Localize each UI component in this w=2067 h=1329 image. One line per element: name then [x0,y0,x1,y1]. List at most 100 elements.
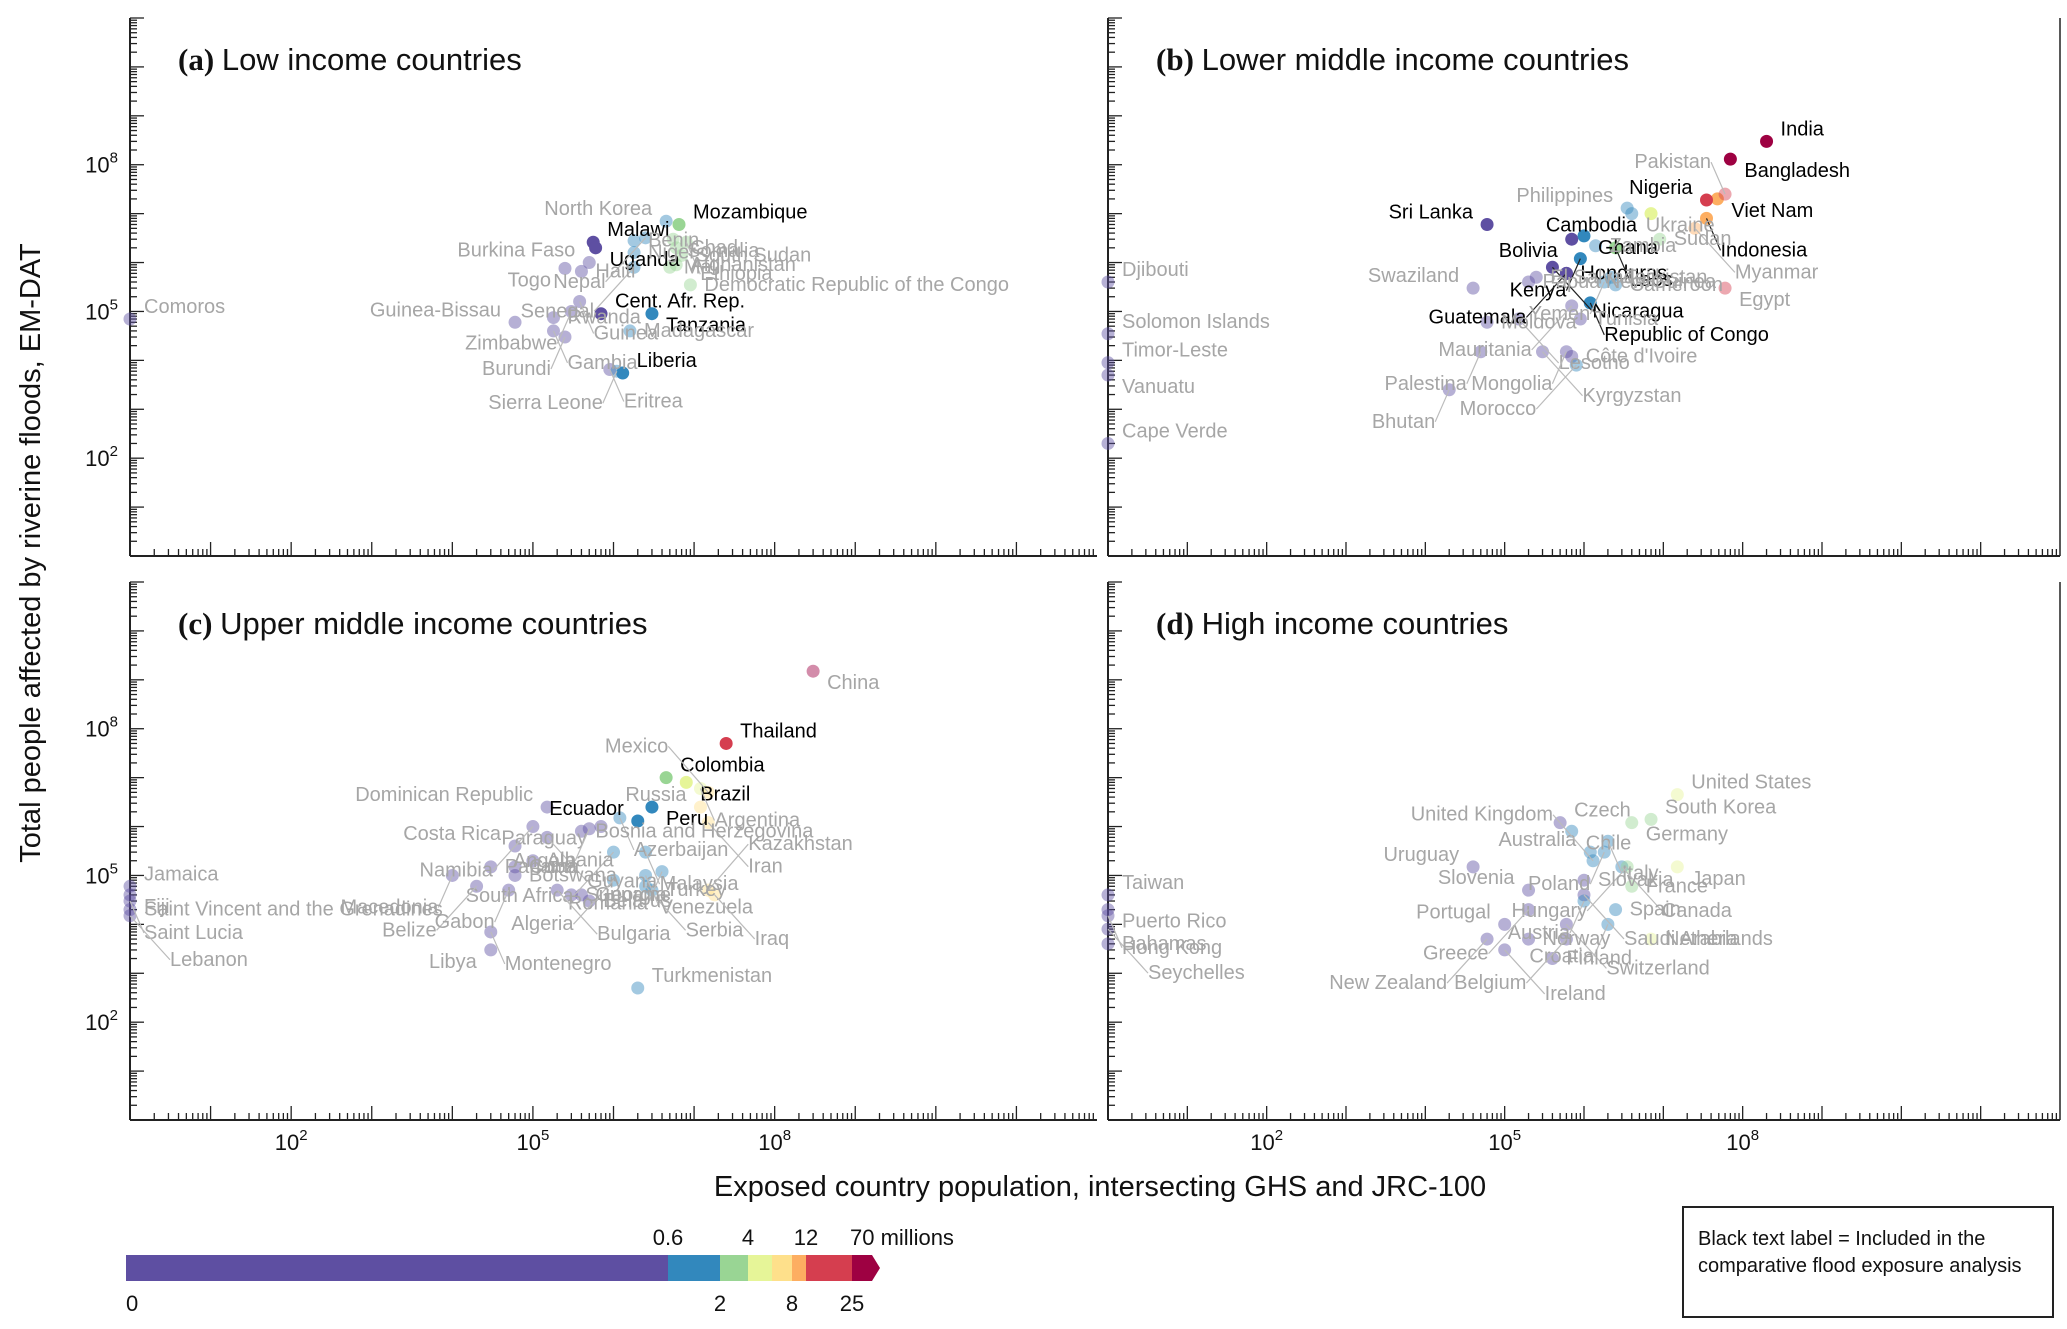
leader-line [1552,814,1594,862]
label-belgium: Belgium [1454,972,1526,994]
label-peru: Peru [666,808,708,830]
label-c-te-d-ivoire: Côte d'Ivoire [1586,345,1698,367]
label-gambia: Gambia [567,352,638,374]
label-north-korea: North Korea [544,198,653,220]
legend-note-box: Black text label = Included in the compa… [1682,1206,2054,1318]
label-djibouti: Djibouti [1122,259,1189,281]
point-haiti [574,264,588,278]
leader-line [1107,928,1149,974]
point-somalia [666,232,680,246]
label-indonesia: Indonesia [1720,239,1808,261]
label-czech: Czech [1574,800,1631,822]
leader-line [579,301,595,334]
panel-title: (a) Low income countries [178,42,522,77]
label-kazakhstan: Kazakhstan [748,833,853,855]
label-costa-rica: Costa Rica [403,823,502,845]
leader-line [609,369,625,402]
label-namibia: Namibia [420,860,494,882]
label-madagascar: Madagascar [644,320,754,342]
leader-line [1551,351,1567,384]
leader-line [1466,351,1482,384]
label-mauritania: Mauritania [1438,339,1532,361]
label-eritrea: Eritrea [624,391,684,413]
point-cuba [508,860,522,874]
leader-line [707,843,749,891]
y-tick-label: 102 [85,1007,118,1035]
label-zambia: Zambia [1610,235,1678,257]
leader-line [550,336,566,370]
label-rwanda: Rwanda [567,307,641,329]
point-bolivia [1565,232,1579,246]
label-pakistan: Pakistan [1634,151,1711,173]
point-south-sudan [675,248,689,262]
label-iraq: Iraq [755,928,789,950]
label-bosnia-and-herzegovina: Bosnia and Herzegovina [595,820,814,842]
label-guinea-bissau: Guinea-Bissau [370,299,501,321]
label-nicaragua: Nicaragua [1592,300,1684,322]
leader-line [436,885,478,931]
label-seychelles: Seychelles [1148,962,1245,984]
label-australia: Australia [1498,829,1577,851]
colorbar-segment [748,1255,772,1281]
point-france [1625,879,1639,893]
labels-group: Mozambique Malawi Uganda Cent. Afr. Rep.Tan… [144,198,1009,414]
label-paraguay: Paraguay [501,828,587,850]
y-tick-label: 102 [85,443,118,471]
label-turkey: Turkey [666,879,726,901]
label-angola: Angola [513,850,576,872]
point-niger [627,246,641,260]
leader-line [437,875,453,908]
leader-line [1551,266,1593,312]
leader-line [1583,894,1625,940]
label-uganda: Uganda [610,249,681,271]
label-argentina: Argentina [714,809,800,831]
label-lesotho: Lesotho [1559,352,1630,374]
leader-line [1525,272,1567,318]
point-guinea-bissau [508,315,522,329]
label-cent-afr-rep: Cent. Afr. Rep. [615,291,745,313]
point-australia [1583,845,1597,859]
y-tick-label: 105 [85,860,118,888]
point-china [806,664,820,678]
point-democratic-republic-of-the-congo [683,278,697,292]
label-netherlands: Netherlands [1665,928,1773,950]
leader-line [1569,900,1585,934]
leader-line [1586,866,1628,912]
point-north-korea [659,214,673,228]
label-belize: Belize [382,919,436,941]
label-haiti: Haiti [595,260,635,282]
point-gabon [502,883,516,897]
y-tick-label: 105 [85,296,118,324]
label-bahamas: Bahamas [1122,933,1207,955]
point-djibouti [1101,275,1115,289]
panel-title: (c) Upper middle income countries [178,606,647,641]
colorbar-top-label: 12 [794,1225,818,1250]
point-paraguay [594,820,608,834]
label-nepal: Nepal [553,271,605,293]
label-fiji: Fiji [144,896,170,918]
point-dominican-republic [540,800,554,814]
label-viet-nam: Viet Nam [1731,200,1813,222]
label-thailand: Thailand [740,720,817,742]
colorbar-top-label: 4 [742,1225,754,1250]
point-cent-afr-rep [594,307,608,321]
leader-line [1542,351,1583,397]
point-colombia [659,771,673,785]
label-switzerland: Switzerland [1606,957,1709,979]
label-mali: Mali [684,256,721,278]
point-nigeria [1699,193,1713,207]
point-cambodia [1644,207,1658,221]
point-japan [1670,860,1684,874]
point-rwanda [546,311,560,325]
leader-line [1615,247,1631,281]
leader-line [699,788,716,821]
labels-group: India Bangladesh Viet Nam Nigeria Cambodia In… [1122,118,1850,442]
label-burkina-faso: Burkina Faso [457,240,575,262]
x-tick-label: 108 [1726,1127,1759,1155]
label-morocco: Morocco [1460,398,1537,420]
label-kenya: Kenya [1510,280,1568,302]
colorbar-segment [806,1255,852,1281]
colorbar-segment [720,1255,748,1281]
point-fiji [123,888,137,902]
